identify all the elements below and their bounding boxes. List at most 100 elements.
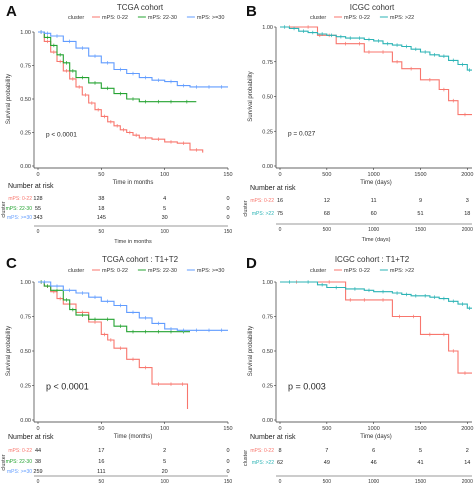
y-tick-label: 0.75 [20,315,31,321]
risk-x-tick-label: 1000 [368,227,379,233]
risk-value: 5 [419,448,422,454]
x-tick-label: 150 [223,426,232,432]
risk-value: 7 [325,448,328,454]
y-axis-label: Survival probability [248,326,254,376]
risk-row-label: mPS: 22-30 [6,459,33,465]
legend: cluster mPS: 0-22 mPS: >22 [310,268,414,274]
y-tick-label: 1.00 [262,25,273,31]
chart-title: ICGC cohort : T1+T2 [335,255,410,264]
y-tick-label: 0.25 [20,384,31,390]
risk-value: 12 [324,198,330,204]
risk-value: 51 [417,211,423,217]
legend-title: cluster [310,268,326,274]
y-tick-label: 1.00 [20,30,31,36]
risk-x-tick-label: 2000 [462,479,473,485]
x-tick-label: 0 [36,426,39,432]
survival-curve [38,31,228,88]
risk-table-title: Number at risk [250,434,296,441]
risk-value: 3 [466,198,469,204]
y-tick-label: 0.25 [262,384,273,390]
legend-title: cluster [310,15,326,21]
y-tick-label: 0.50 [20,349,31,355]
legend: cluster mPS: 0-22 mPS: 22-30 mPS: >=30 [68,268,224,274]
risk-y-axis-label: cluster [243,450,249,466]
risk-value: 0 [226,459,229,465]
x-axis-label: Time (months) [114,434,152,440]
risk-x-tick-label: 50 [99,479,105,485]
x-tick-label: 50 [98,172,104,178]
legend-entry: mPS: >22 [390,268,414,274]
legend-entry: mPS: 0-22 [102,268,128,274]
risk-y-axis-label: cluster [1,201,7,217]
p-value: p = 0.003 [288,382,326,392]
risk-value: 55 [35,206,41,212]
x-tick-label: 100 [160,426,169,432]
chart-title: TCGA cohort : T1+T2 [102,255,179,264]
risk-x-tick-label: 1500 [415,227,426,233]
risk-row-label: mPS: 0-22 [8,196,32,202]
risk-value: 259 [33,469,42,475]
risk-table: Number at risk mPS: 0-22 16 12 11 9 3 mPS: >22 7… [243,185,473,243]
legend-entry: mPS: >=30 [197,268,225,274]
risk-x-tick-label: 0 [279,227,282,233]
x-tick-label: 150 [223,172,232,178]
y-tick-label: 0.00 [20,164,31,170]
risk-row-label: mPS: 0-22 [8,448,32,454]
risk-value: 38 [98,196,104,202]
p-value: p = 0.027 [288,130,316,137]
risk-row-label: mPS: 0-22 [250,448,274,454]
risk-row-label: mPS: >22 [252,460,274,466]
y-tick-label: 0.50 [262,95,273,101]
chart-title: ICGC cohort [350,3,395,12]
risk-x-axis-label: Time in months [114,239,152,245]
y-tick-label: 1.00 [20,280,31,286]
risk-value: 44 [35,448,41,454]
risk-x-tick-label: 1500 [415,479,426,485]
x-tick-label: 1000 [368,172,380,178]
risk-value: 16 [277,198,283,204]
risk-x-tick-label: 0 [279,479,282,485]
risk-value: 5 [163,206,166,212]
risk-value: 9 [419,198,422,204]
risk-value: 49 [324,460,330,466]
risk-x-tick-label: 0 [37,229,40,235]
risk-value: 18 [464,211,470,217]
x-axis-label: Time (days) [360,434,391,440]
survival-curve [280,26,472,116]
legend-entry: mPS: 0-22 [344,268,370,274]
risk-value: 14 [464,460,470,466]
risk-table-title: Number at risk [8,434,54,441]
legend: cluster mPS: 0-22 mPS: 22-30 mPS: >=30 [68,15,224,21]
y-tick-label: 1.00 [262,280,273,286]
survival-curve [280,281,472,374]
risk-value: 0 [226,215,229,221]
x-tick-label: 2000 [461,172,473,178]
risk-x-tick-label: 2000 [462,227,473,233]
y-axis-label: Survival probability [6,74,12,124]
risk-value: 343 [33,215,42,221]
y-axis-label: Survival probability [248,71,254,121]
x-tick-label: 500 [322,172,331,178]
risk-value: 6 [372,448,375,454]
x-tick-label: 500 [322,426,331,432]
legend: cluster mPS: 0-22 mPS: >22 [310,15,414,21]
risk-x-tick-label: 50 [99,229,105,235]
risk-value: 0 [226,196,229,202]
survival-curve [38,31,197,103]
y-tick-label: 0.50 [262,349,273,355]
x-tick-label: 50 [98,426,104,432]
risk-value: 60 [371,211,377,217]
risk-value: 17 [98,448,104,454]
panel-letter: A [6,3,17,20]
legend-title: cluster [68,15,84,21]
x-tick-label: 2000 [461,426,473,432]
risk-value: 2 [466,448,469,454]
y-tick-label: 0.00 [262,418,273,424]
x-tick-label: 0 [36,172,39,178]
risk-value: 2 [163,448,166,454]
risk-value: 5 [163,459,166,465]
risk-value: 20 [162,469,168,475]
